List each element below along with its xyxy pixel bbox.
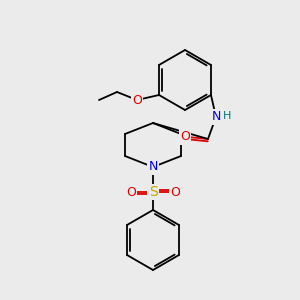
Text: O: O [180, 130, 190, 143]
Text: N: N [148, 160, 158, 173]
Text: O: O [132, 94, 142, 106]
Text: O: O [170, 185, 180, 199]
Text: O: O [126, 185, 136, 199]
Text: S: S [148, 185, 158, 199]
Text: N: N [211, 110, 221, 124]
Text: H: H [223, 111, 231, 121]
